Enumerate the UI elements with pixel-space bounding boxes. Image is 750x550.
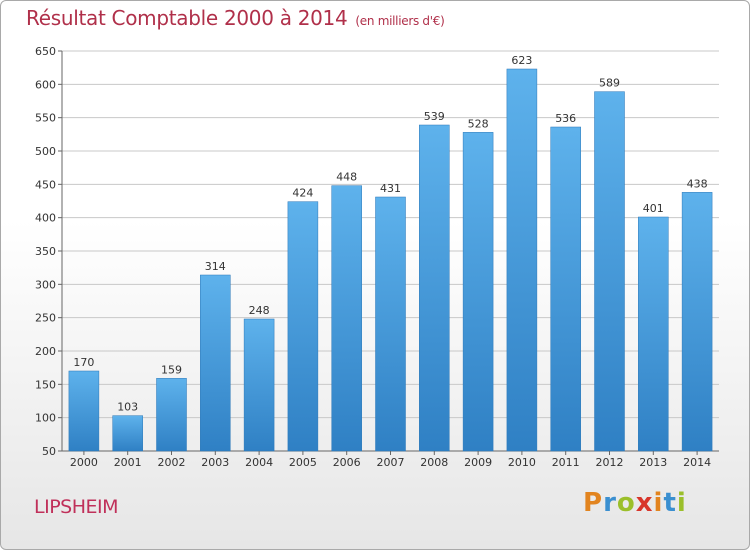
x-tick-label: 2013 bbox=[639, 456, 667, 469]
data-label: 401 bbox=[643, 202, 664, 215]
y-tick-label: 300 bbox=[35, 278, 56, 291]
data-label: 159 bbox=[161, 363, 182, 376]
x-tick-label: 2009 bbox=[464, 456, 492, 469]
data-label: 431 bbox=[380, 182, 401, 195]
x-tick-label: 2006 bbox=[333, 456, 361, 469]
x-tick-label: 2011 bbox=[552, 456, 580, 469]
data-label: 170 bbox=[73, 356, 94, 369]
x-tick-label: 2007 bbox=[377, 456, 405, 469]
data-label: 536 bbox=[555, 112, 576, 125]
logo-letter: i bbox=[676, 488, 687, 518]
y-tick-label: 600 bbox=[35, 78, 56, 91]
bar bbox=[419, 124, 450, 452]
data-label: 103 bbox=[117, 401, 138, 414]
bar bbox=[462, 132, 494, 452]
data-label: 314 bbox=[205, 260, 226, 273]
x-tick-label: 2001 bbox=[114, 456, 142, 469]
data-label: 438 bbox=[687, 177, 708, 190]
y-tick-label: 450 bbox=[35, 178, 56, 191]
bar bbox=[550, 126, 581, 452]
x-tick-label: 2004 bbox=[245, 456, 273, 469]
y-tick-label: 250 bbox=[35, 312, 56, 325]
data-label: 528 bbox=[468, 117, 489, 130]
logo-letter: P bbox=[583, 488, 604, 518]
y-tick-label: 200 bbox=[35, 345, 56, 358]
y-tick-label: 650 bbox=[35, 45, 56, 58]
bar bbox=[681, 192, 713, 452]
bar bbox=[375, 196, 406, 452]
x-tick-label: 2000 bbox=[70, 456, 98, 469]
bar bbox=[331, 185, 362, 452]
data-label: 448 bbox=[336, 171, 357, 184]
y-tick-label: 150 bbox=[35, 378, 56, 391]
chart-subtitle: (en milliers d'€) bbox=[355, 14, 445, 28]
logo-letter: x bbox=[635, 488, 654, 518]
bar bbox=[287, 201, 319, 452]
x-tick-label: 2008 bbox=[420, 456, 448, 469]
bar bbox=[112, 415, 143, 452]
logo-letter: r bbox=[603, 488, 617, 518]
place-name: LIPSHEIM bbox=[34, 496, 119, 518]
y-tick-label: 50 bbox=[42, 445, 56, 458]
data-label: 589 bbox=[599, 77, 620, 90]
x-tick-label: 2002 bbox=[158, 456, 186, 469]
x-tick-label: 2014 bbox=[683, 456, 711, 469]
data-label: 424 bbox=[292, 187, 313, 200]
bar bbox=[243, 318, 275, 452]
bar bbox=[200, 274, 231, 452]
x-tick-label: 2003 bbox=[201, 456, 229, 469]
data-label: 539 bbox=[424, 110, 445, 123]
logo-letter: o bbox=[616, 488, 636, 518]
y-tick-label: 550 bbox=[35, 112, 56, 125]
y-tick-label: 100 bbox=[35, 412, 56, 425]
y-tick-label: 400 bbox=[35, 212, 56, 225]
bar bbox=[506, 68, 538, 452]
proxiti-logo: Proxiti bbox=[583, 488, 687, 518]
x-tick-label: 2010 bbox=[508, 456, 536, 469]
bar bbox=[638, 216, 669, 452]
y-tick-label: 350 bbox=[35, 245, 56, 258]
data-label: 623 bbox=[511, 54, 532, 67]
x-tick-label: 2005 bbox=[289, 456, 317, 469]
logo-letter: t bbox=[663, 488, 677, 518]
y-tick-label: 500 bbox=[35, 145, 56, 158]
x-tick-label: 2012 bbox=[596, 456, 624, 469]
chart-title: Résultat Comptable 2000 à 2014 (en millie… bbox=[26, 6, 445, 30]
bar bbox=[68, 370, 100, 452]
bar bbox=[594, 91, 625, 452]
chart-title-text: Résultat Comptable 2000 à 2014 bbox=[26, 6, 348, 30]
logo-letter: i bbox=[653, 488, 664, 518]
data-label: 248 bbox=[249, 304, 270, 317]
bar bbox=[156, 378, 187, 452]
